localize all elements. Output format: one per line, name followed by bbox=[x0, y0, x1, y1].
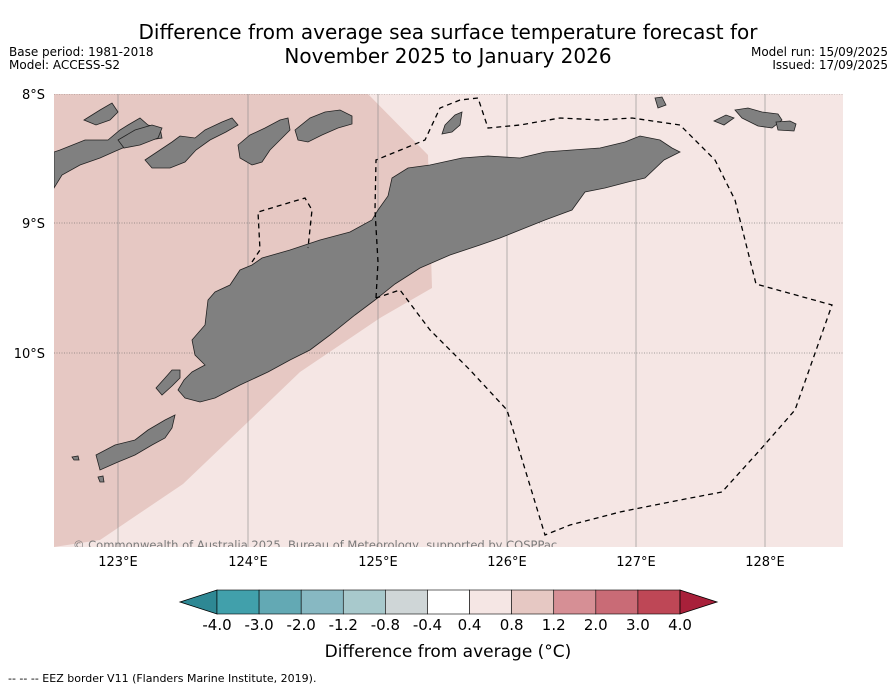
copyright-notice: © Commonwealth of Australia 2025, Bureau… bbox=[73, 538, 557, 552]
eez-legend-note: -- -- -- EEZ border V11 (Flanders Marine… bbox=[8, 672, 317, 685]
island-cluster bbox=[117, 124, 163, 149]
colorbar-cell bbox=[511, 589, 555, 615]
model-run: Model run: 15/09/2025 bbox=[750, 45, 888, 59]
colorbar-tick-label: -1.2 bbox=[329, 616, 358, 634]
colorbar-cell bbox=[342, 589, 386, 615]
colorbar-tick-label: -3.0 bbox=[244, 616, 273, 634]
colorbar-tick-label: 0.4 bbox=[458, 616, 482, 634]
lat-label-8s: 8°S bbox=[22, 88, 45, 103]
colorbar-tick-label: 2.0 bbox=[584, 616, 608, 634]
lon-labels: 123°E 124°E 125°E 126°E 127°E 128°E bbox=[98, 555, 785, 570]
graticule bbox=[54, 94, 843, 354]
lon-label-123e: 123°E bbox=[98, 555, 138, 570]
eez-border-oecusse bbox=[251, 197, 313, 263]
pantar-island bbox=[144, 117, 239, 169]
meta-left: Base period: 1981-2018 Model: ACCESS-S2 bbox=[9, 46, 154, 72]
lon-label-126e: 126°E bbox=[487, 555, 527, 570]
small-island-1 bbox=[654, 96, 667, 109]
colorbar-tick-label: -0.8 bbox=[371, 616, 400, 634]
base-period: Base period: 1981-2018 bbox=[9, 45, 154, 59]
issued-date: Issued: 17/09/2025 bbox=[772, 58, 888, 72]
colorbar-tick-label: -4.0 bbox=[202, 616, 231, 634]
timor-island bbox=[177, 135, 681, 403]
colorbar-cell bbox=[427, 589, 470, 615]
colorbar-cell bbox=[553, 589, 597, 615]
colorbar-tick-label: -0.4 bbox=[413, 616, 442, 634]
small-island-2 bbox=[734, 107, 783, 129]
colorbar-tick-label: -2.0 bbox=[287, 616, 316, 634]
colorbar-cells bbox=[216, 589, 681, 615]
small-island-4 bbox=[713, 114, 735, 126]
model-name: Model: ACCESS-S2 bbox=[9, 58, 121, 72]
land bbox=[54, 96, 797, 483]
colorbar-cell bbox=[637, 589, 681, 615]
colorbar-tick-label: 3.0 bbox=[626, 616, 650, 634]
colorbar-tick-label: 4.0 bbox=[668, 616, 692, 634]
lat-label-9s: 9°S bbox=[22, 217, 45, 232]
islet-b bbox=[97, 475, 105, 483]
colorbar-cell bbox=[595, 589, 639, 615]
lat-label-10s: 10°S bbox=[14, 347, 45, 362]
colorbar-label: Difference from average (°C) bbox=[324, 642, 572, 662]
colorbar-tick-label: 0.8 bbox=[500, 616, 524, 634]
small-island-3 bbox=[775, 120, 797, 132]
eez-border-east bbox=[374, 97, 833, 536]
colorbar-cell bbox=[385, 589, 428, 615]
colorbar-cell bbox=[300, 589, 344, 615]
chart-title: Difference from average sea surface temp… bbox=[0, 20, 896, 68]
atauro-island bbox=[441, 111, 463, 135]
map-area: © Commonwealth of Australia 2025, Bureau… bbox=[54, 94, 843, 552]
meta-right: Model run: 15/09/2025 Issued: 17/09/2025 bbox=[751, 46, 888, 72]
colorbar-tick-label: 1.2 bbox=[542, 616, 566, 634]
rote-island bbox=[95, 414, 176, 471]
colorbar-over-arrow bbox=[679, 589, 719, 615]
colorbar-cell bbox=[216, 589, 260, 615]
colorbar-under-arrow bbox=[178, 589, 218, 615]
lon-label-128e: 128°E bbox=[745, 555, 785, 570]
colorbar: -4.0 -3.0 -2.0 -1.2 -0.8 -0.4 0.4 0.8 1.2 2.0 3.0 4… bbox=[178, 589, 719, 634]
flores-east bbox=[83, 102, 119, 126]
colorbar-tick-labels: -4.0 -3.0 -2.0 -1.2 -0.8 -0.4 0.4 0.8 1.2 2.0 3.0 4… bbox=[202, 616, 692, 634]
lon-label-124e: 124°E bbox=[228, 555, 268, 570]
eez-borders bbox=[251, 97, 833, 536]
colorbar-cell bbox=[469, 589, 512, 615]
title-line-2: November 2025 to January 2026 bbox=[284, 44, 612, 68]
wetar-island bbox=[294, 109, 353, 143]
islet-a bbox=[71, 455, 80, 461]
colorbar-cell bbox=[258, 589, 302, 615]
lon-label-127e: 127°E bbox=[616, 555, 656, 570]
wetar-west bbox=[237, 117, 291, 166]
title-line-1: Difference from average sea surface temp… bbox=[138, 20, 758, 44]
lon-label-125e: 125°E bbox=[358, 555, 398, 570]
semau-island bbox=[155, 369, 181, 396]
lat-labels: 8°S 9°S 10°S bbox=[14, 88, 45, 362]
